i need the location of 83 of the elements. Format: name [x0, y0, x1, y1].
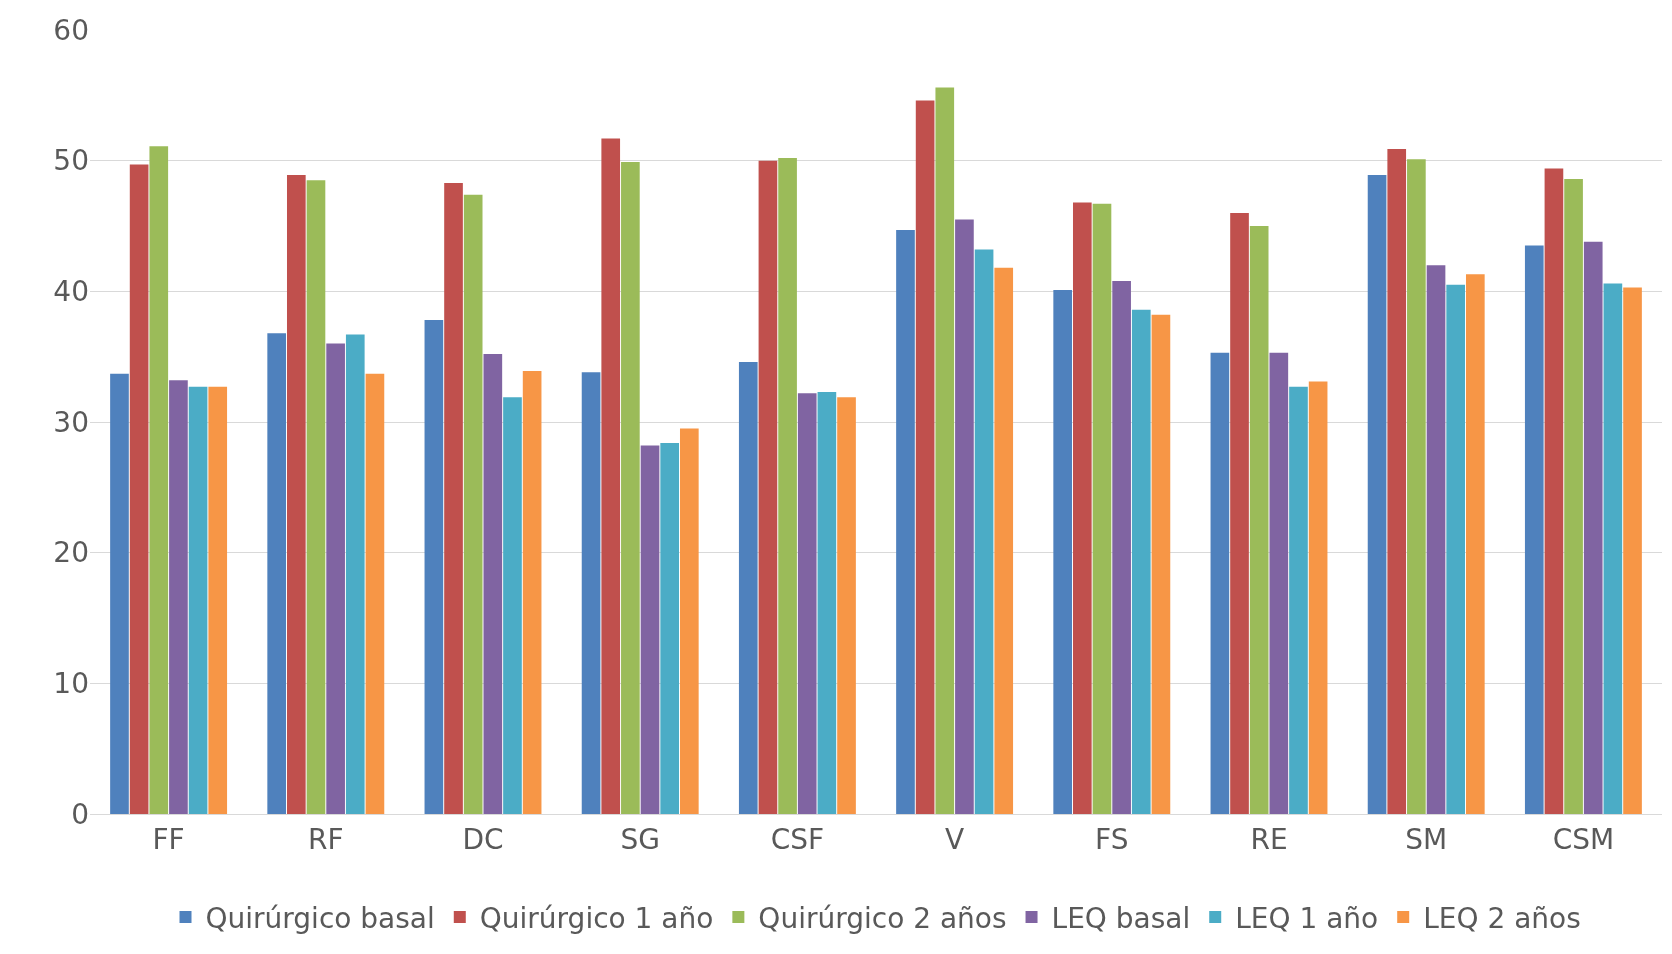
- bar: [896, 229, 915, 814]
- bar: [1603, 283, 1623, 814]
- bar: [601, 138, 621, 814]
- bar: [483, 354, 503, 814]
- bar: [679, 428, 699, 814]
- x-tick-label: FS: [1095, 822, 1129, 856]
- y-tick-label: 60: [53, 13, 89, 47]
- x-tick-label: V: [945, 822, 965, 856]
- bar: [306, 180, 326, 814]
- legend-label: LEQ 2 años: [1423, 902, 1581, 936]
- bar: [149, 146, 169, 814]
- bar: [738, 361, 758, 814]
- bar: [1269, 352, 1289, 814]
- bar: [797, 393, 817, 814]
- x-tick-label: DC: [462, 822, 504, 856]
- legend-label: Quirúrgico 2 años: [758, 902, 1007, 936]
- bar: [169, 380, 188, 814]
- bar: [444, 182, 463, 814]
- bar: [1151, 314, 1171, 814]
- bar: [1112, 280, 1131, 814]
- bar: [1544, 168, 1564, 814]
- bar: [955, 219, 974, 814]
- legend-label: Quirúrgico basal: [205, 902, 435, 936]
- x-tick-label: RF: [308, 822, 344, 856]
- bar: [1426, 265, 1446, 814]
- bar: [621, 161, 640, 814]
- bar: [208, 386, 228, 814]
- y-tick-label: 20: [53, 536, 89, 570]
- bar: [1092, 203, 1112, 814]
- bar: [778, 158, 797, 814]
- bar: [110, 373, 129, 814]
- bar: [660, 442, 680, 814]
- bar: [1583, 241, 1603, 814]
- bar: [1407, 159, 1426, 814]
- bar: [994, 267, 1014, 814]
- bar: [1131, 309, 1151, 814]
- legend-label: Quirúrgico 1 año: [479, 902, 714, 936]
- bar: [758, 160, 778, 814]
- bar: [935, 87, 955, 814]
- bar: [581, 372, 601, 814]
- bar: [345, 334, 365, 814]
- bar: [424, 320, 444, 814]
- bar: [326, 343, 345, 814]
- x-tick-label: RE: [1250, 822, 1288, 856]
- bar: [129, 164, 149, 814]
- bar: [188, 386, 208, 814]
- bar: [1387, 148, 1407, 814]
- y-tick-label: 30: [53, 405, 89, 439]
- bar: [640, 445, 660, 814]
- bar: [1249, 226, 1269, 814]
- bar: [915, 100, 935, 814]
- y-tick-label: 10: [53, 667, 89, 701]
- y-tick-label: 0: [71, 797, 89, 831]
- x-tick-label: CSM: [1552, 822, 1615, 856]
- bar: [503, 397, 522, 814]
- bar: [463, 194, 483, 814]
- bar: [837, 397, 856, 814]
- bar: [1289, 386, 1308, 814]
- bar: [974, 249, 994, 814]
- bar: [1053, 290, 1073, 814]
- x-tick-label: FF: [152, 822, 185, 856]
- x-tick-label: SG: [620, 822, 660, 856]
- bar: [1072, 202, 1092, 814]
- bar: [1210, 352, 1230, 814]
- legend-label: LEQ basal: [1051, 902, 1191, 936]
- bar: [1524, 245, 1544, 814]
- x-tick-label: SM: [1405, 822, 1448, 856]
- bar: [286, 175, 306, 814]
- legend-label: LEQ 1 año: [1235, 902, 1379, 936]
- bar: [1446, 284, 1466, 814]
- bar: [267, 333, 287, 814]
- bar: [522, 371, 542, 814]
- bar: [365, 373, 385, 814]
- bar: [1465, 274, 1485, 814]
- y-tick-label: 40: [53, 275, 89, 309]
- bar: [1230, 212, 1249, 814]
- bar: [1623, 287, 1642, 814]
- bar: [817, 391, 837, 814]
- bar: [1367, 175, 1387, 814]
- x-tick-label: CSF: [770, 822, 825, 856]
- bar: [1564, 178, 1583, 814]
- y-tick-label: 50: [53, 144, 89, 178]
- bar: [1308, 381, 1328, 814]
